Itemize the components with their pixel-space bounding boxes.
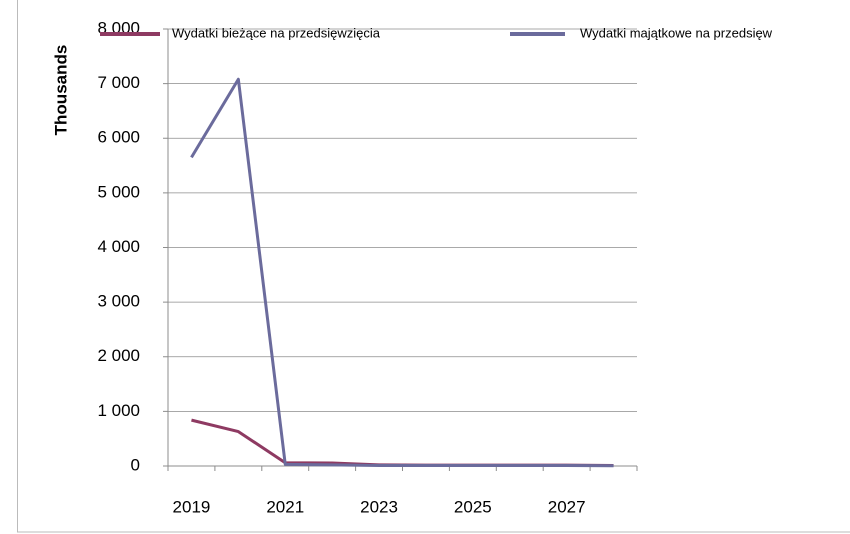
legend-label: Wydatki bieżące na przedsięwzięcia <box>172 25 381 40</box>
chart-frame <box>17 0 850 533</box>
legend-label: Wydatki majątkowe na przedsięw <box>580 25 773 40</box>
y-tick-label: 2 000 <box>97 346 140 365</box>
y-tick-label: 0 <box>131 455 140 474</box>
y-tick-label: 5 000 <box>97 182 140 201</box>
x-tick-label: 2025 <box>454 497 492 516</box>
y-tick-label: 3 000 <box>97 292 140 311</box>
y-tick-label: 1 000 <box>97 401 140 420</box>
x-tick-label: 2021 <box>266 497 304 516</box>
y-tick-label: 7 000 <box>97 73 140 92</box>
y-tick-label: 6 000 <box>97 128 140 147</box>
y-axis-title: Thousands <box>51 45 70 136</box>
x-tick-label: 2019 <box>173 497 211 516</box>
y-tick-label: 4 000 <box>97 237 140 256</box>
series-line <box>190 77 614 468</box>
series-line <box>191 418 614 467</box>
x-tick-label: 2023 <box>360 497 398 516</box>
x-tick-label: 2027 <box>548 497 586 516</box>
